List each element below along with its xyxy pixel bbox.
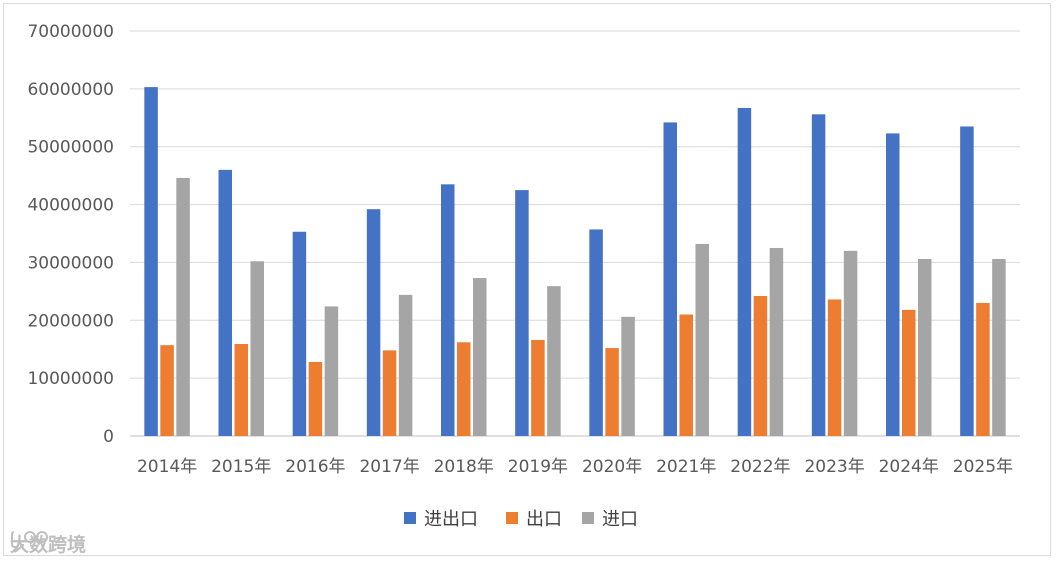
watermark-text: 大数跨境	[10, 533, 87, 556]
bar-2-6	[531, 339, 545, 436]
legend-label: 出口	[526, 509, 562, 530]
bar-3-11	[918, 258, 932, 436]
gridlines	[130, 30, 1020, 437]
bar-2-3	[308, 361, 323, 436]
legend-swatch	[582, 512, 594, 524]
y-tick-label: 20000000	[27, 311, 114, 331]
bar-1-10	[811, 114, 826, 437]
bar-1-5	[441, 184, 455, 436]
bar-2-12	[976, 302, 990, 436]
bar-2-7	[605, 348, 619, 436]
bar-2-2	[234, 344, 248, 436]
bar-2-10	[827, 299, 842, 436]
y-tick-label: 50000000	[27, 138, 114, 158]
y-tick-label: 30000000	[27, 253, 114, 273]
x-tick-label: 2016年	[285, 457, 345, 477]
y-tick-label: 60000000	[27, 80, 114, 100]
x-tick-label: 2015年	[211, 457, 271, 477]
bars	[144, 87, 1006, 437]
bar-2-5	[457, 342, 471, 436]
bar-2-9	[753, 295, 768, 436]
x-tick-label: 2017年	[359, 457, 419, 477]
bar-3-2	[250, 261, 264, 436]
bar-3-7	[621, 316, 635, 436]
bar-3-10	[843, 250, 858, 436]
x-tick-label: 2014年	[137, 457, 197, 477]
x-tick-label: 2024年	[879, 457, 939, 477]
bar-2-1	[160, 345, 174, 436]
bar-3-1	[176, 177, 190, 436]
x-tick-label: 2022年	[730, 457, 790, 477]
bar-1-11	[886, 133, 900, 436]
legend: 进出口 出口 进口	[404, 509, 638, 530]
legend-label: 进口	[602, 509, 638, 530]
x-tick-label: 2018年	[434, 457, 494, 477]
y-tick-label: 40000000	[27, 196, 114, 216]
bar-1-3	[292, 231, 307, 436]
bar-3-9	[769, 247, 784, 436]
bar-3-4	[398, 294, 413, 436]
bar-2-8	[679, 314, 693, 436]
x-axis-ticks: 2014年 2015年 2016年 2017年 2018年 2019年 2020年 2021年…	[137, 457, 1013, 477]
y-tick-label: 70000000	[27, 22, 114, 42]
x-tick-label: 2023年	[804, 457, 864, 477]
bar-3-5	[473, 278, 487, 436]
bar-1-1	[144, 87, 158, 436]
legend-label: 进出口	[424, 509, 478, 530]
bar-3-8	[695, 243, 709, 436]
y-tick-label: 10000000	[27, 369, 114, 389]
bar-1-6	[515, 190, 529, 436]
x-tick-label: 2020年	[582, 457, 642, 477]
bar-3-12	[992, 258, 1006, 436]
x-tick-label: 2025年	[953, 457, 1013, 477]
bar-1-4	[366, 209, 381, 436]
x-tick-label: 2019年	[508, 457, 568, 477]
bar-3-3	[324, 306, 339, 436]
bar-1-8	[663, 122, 677, 437]
bar-1-2	[218, 169, 232, 436]
bar-2-11	[902, 309, 916, 436]
y-tick-label: 0	[103, 427, 114, 447]
watermark: 大数跨境	[10, 528, 86, 558]
bar-1-9	[737, 107, 752, 436]
bar-3-6	[547, 286, 561, 436]
legend-swatch	[404, 512, 416, 524]
legend-swatch	[506, 512, 518, 524]
speech-bubble-logo-icon	[11, 531, 48, 553]
bar-2-4	[382, 350, 397, 436]
bar-1-12	[960, 126, 974, 436]
y-axis-ticks: 0 10000000 20000000 30000000 40000000 5000000…	[27, 22, 114, 447]
x-tick-label: 2021年	[656, 457, 716, 477]
bar-1-7	[589, 229, 603, 436]
